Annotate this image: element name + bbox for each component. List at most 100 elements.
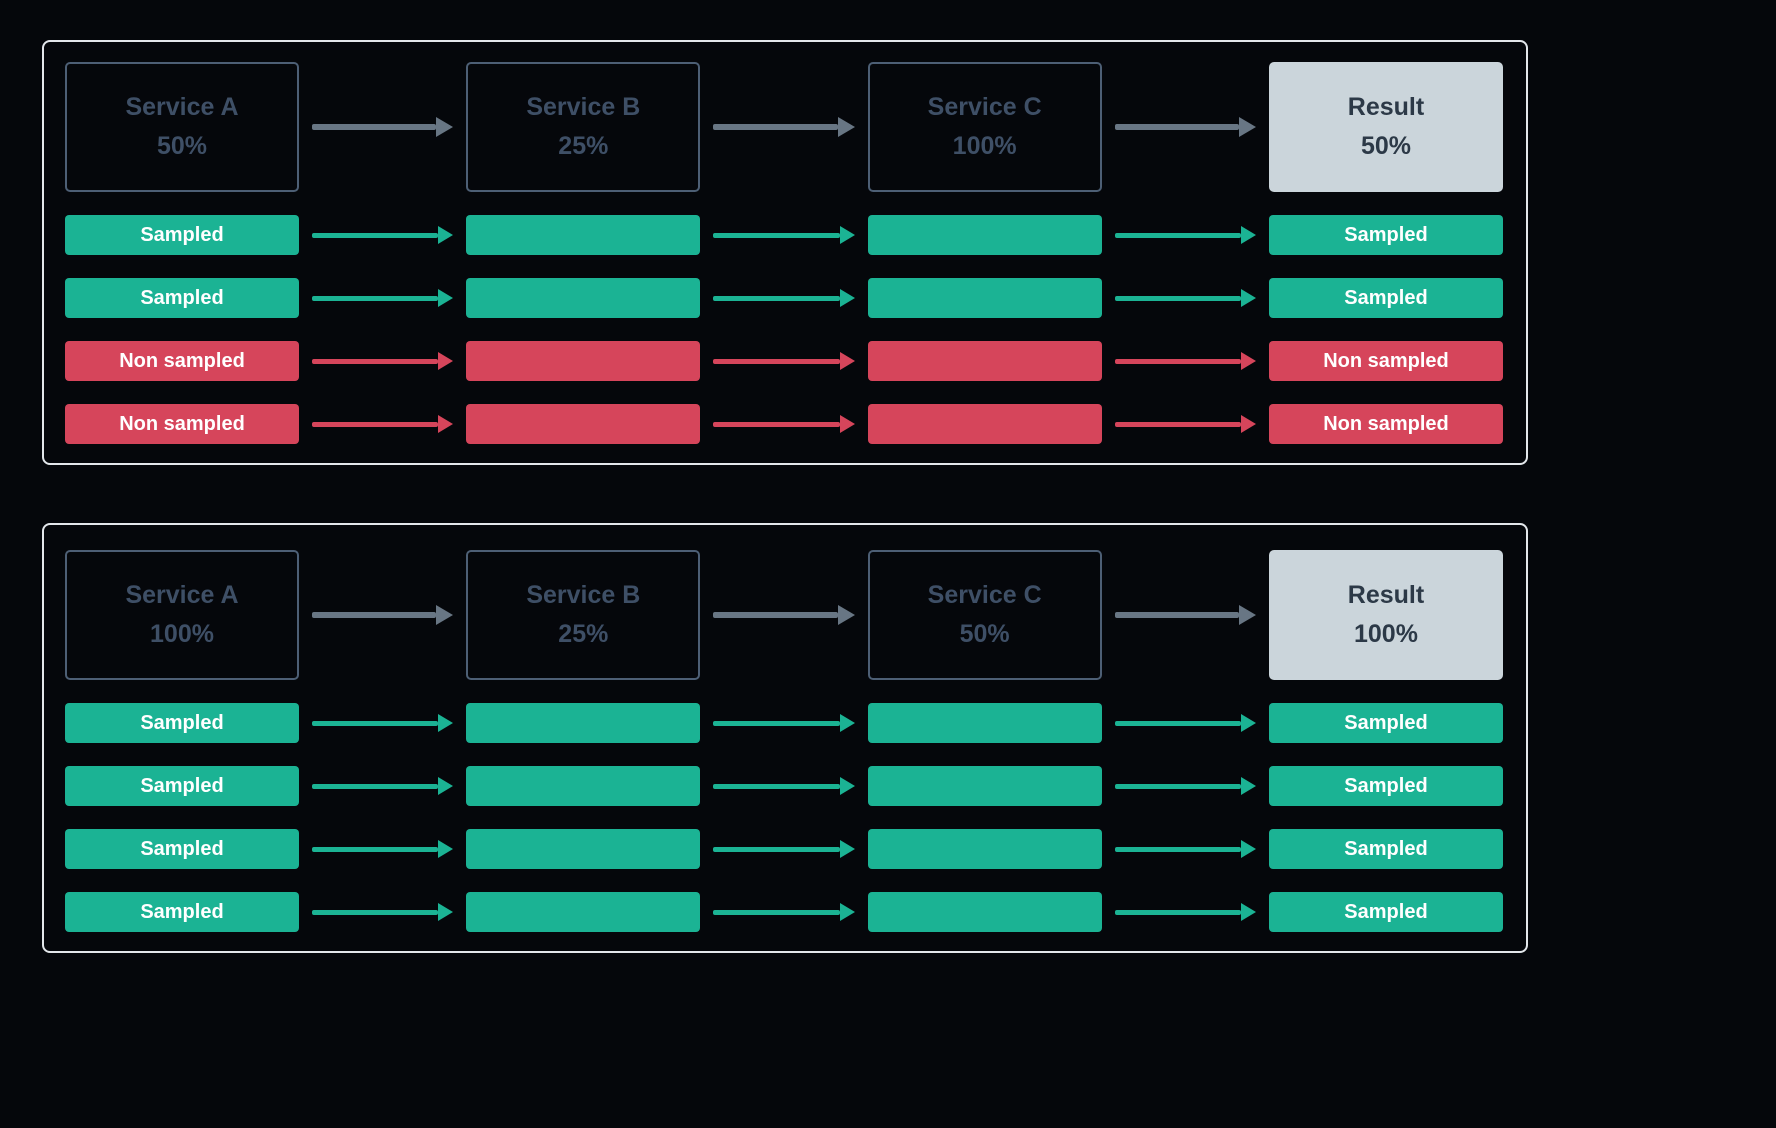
arrow-head xyxy=(1240,352,1256,370)
trace-flow-arrow-icon xyxy=(312,840,454,858)
arrow-shaft xyxy=(713,232,840,238)
arrow-shaft xyxy=(713,124,838,130)
trace-pill-non-sampled xyxy=(867,404,1102,444)
trace-flow-arrow-icon xyxy=(713,415,855,433)
arrow-head xyxy=(1240,777,1256,795)
trace-pill-sampled-end: Sampled xyxy=(1268,215,1503,255)
arrow-head xyxy=(436,117,454,137)
trace-flow-arrow-icon xyxy=(713,777,855,795)
service-flow-arrow-icon xyxy=(713,605,855,625)
trace-pill-sampled-start: Sampled xyxy=(65,766,299,806)
trace-pill-sampled-end: Sampled xyxy=(1268,766,1503,806)
trace-row: Sampled Sampled xyxy=(65,766,1503,806)
arrow-shaft xyxy=(1114,846,1241,852)
service-box: Service B 25% xyxy=(466,62,701,192)
service-title: Service A xyxy=(125,93,239,121)
arrow-shaft xyxy=(713,295,840,301)
service-title: Service B xyxy=(526,93,641,121)
trace-flow-arrow-icon xyxy=(713,714,855,732)
trace-pill-sampled xyxy=(466,766,701,806)
trace-flow-arrow-icon xyxy=(312,226,454,244)
trace-pill-sampled-end: Sampled xyxy=(1268,278,1503,318)
arrow-head xyxy=(438,714,454,732)
service-title: Service B xyxy=(526,581,641,609)
arrow-head xyxy=(438,777,454,795)
trace-row: Sampled Sampled xyxy=(65,215,1503,255)
service-flow-arrow-icon xyxy=(713,117,855,137)
service-title: Service A xyxy=(125,581,239,609)
arrow-shaft xyxy=(713,421,840,427)
arrow-shaft xyxy=(1114,295,1241,301)
arrow-head xyxy=(436,605,454,625)
trace-flow-arrow-icon xyxy=(1114,903,1256,921)
service-box: Service C 50% xyxy=(867,550,1102,680)
arrow-head xyxy=(839,903,855,921)
trace-pill-sampled-start: Sampled xyxy=(65,703,299,743)
services-row: Service A 100% Service B 25% Service C 50% Res… xyxy=(65,550,1503,680)
arrow-head xyxy=(438,226,454,244)
trace-flow-arrow-icon xyxy=(1114,289,1256,307)
arrow-head xyxy=(839,289,855,307)
trace-pill-non-sampled-start: Non sampled xyxy=(65,341,299,381)
trace-row: Sampled Sampled xyxy=(65,892,1503,932)
arrow-head xyxy=(438,352,454,370)
service-sampling-rate: 100% xyxy=(952,132,1017,160)
result-rate: 100% xyxy=(1354,620,1418,648)
trace-flow-arrow-icon xyxy=(1114,714,1256,732)
arrow-shaft xyxy=(1114,612,1239,618)
arrow-shaft xyxy=(312,783,439,789)
arrow-shaft xyxy=(312,720,439,726)
arrow-head xyxy=(1240,714,1256,732)
service-flow-arrow-icon xyxy=(312,605,454,625)
arrow-shaft xyxy=(312,612,437,618)
trace-pill-sampled xyxy=(867,215,1102,255)
arrow-shaft xyxy=(312,846,439,852)
trace-pill-sampled xyxy=(466,278,701,318)
trace-pill-non-sampled xyxy=(466,404,701,444)
arrow-head xyxy=(1240,289,1256,307)
service-title: Service C xyxy=(927,581,1042,609)
trace-flow-arrow-icon xyxy=(1114,777,1256,795)
arrow-head xyxy=(438,415,454,433)
service-flow-arrow-icon xyxy=(312,117,454,137)
trace-pill-sampled-start: Sampled xyxy=(65,892,299,932)
service-box: Service C 100% xyxy=(867,62,1102,192)
arrow-shaft xyxy=(312,358,439,364)
arrow-head xyxy=(1240,226,1256,244)
services-row: Service A 50% Service B 25% Service C 100% Res… xyxy=(65,62,1503,192)
arrow-shaft xyxy=(312,232,439,238)
trace-flow-arrow-icon xyxy=(1114,352,1256,370)
arrow-head xyxy=(839,226,855,244)
arrow-head xyxy=(438,840,454,858)
trace-pill-sampled-start: Sampled xyxy=(65,278,299,318)
trace-pill-sampled xyxy=(867,829,1102,869)
result-title: Result xyxy=(1347,581,1425,609)
result-box: Result 100% xyxy=(1268,550,1503,680)
service-flow-arrow-icon xyxy=(1114,117,1256,137)
arrow-head xyxy=(839,777,855,795)
trace-row: Sampled Sampled xyxy=(65,278,1503,318)
arrow-head xyxy=(438,903,454,921)
service-title: Service C xyxy=(927,93,1042,121)
trace-row: Sampled Sampled xyxy=(65,703,1503,743)
arrow-head xyxy=(839,352,855,370)
service-sampling-rate: 50% xyxy=(156,132,208,160)
trace-flow-arrow-icon xyxy=(312,714,454,732)
arrow-head xyxy=(1240,840,1256,858)
arrow-shaft xyxy=(713,612,838,618)
trace-flow-arrow-icon xyxy=(312,415,454,433)
trace-flow-arrow-icon xyxy=(713,226,855,244)
arrow-shaft xyxy=(312,124,437,130)
trace-pill-sampled-start: Sampled xyxy=(65,215,299,255)
service-sampling-rate: 100% xyxy=(150,620,214,648)
trace-flow-arrow-icon xyxy=(713,903,855,921)
arrow-shaft xyxy=(312,421,439,427)
arrow-shaft xyxy=(713,846,840,852)
trace-flow-arrow-icon xyxy=(312,352,454,370)
arrow-shaft xyxy=(1114,720,1241,726)
arrow-head xyxy=(837,605,855,625)
trace-row: Non sampled Non sampled xyxy=(65,404,1503,444)
trace-pill-sampled xyxy=(867,892,1102,932)
trace-flow-arrow-icon xyxy=(312,777,454,795)
arrow-shaft xyxy=(713,783,840,789)
